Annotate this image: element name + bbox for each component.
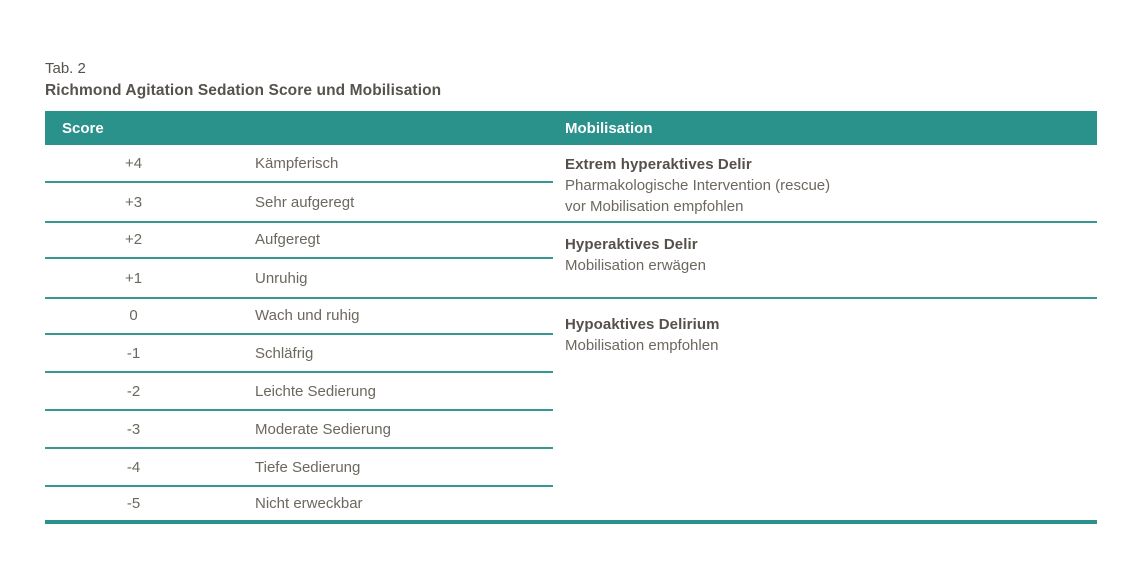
group-divider [45,221,1097,223]
mobilisation-group-heading: Hypoaktives Delirium [565,316,720,333]
score-description: Schläfrig [255,344,314,362]
table-row: -5 Nicht erweckbar [45,487,553,520]
score-cell: -3 [126,420,141,438]
table-row: -2 Leichte Sedierung [45,373,553,411]
table-number-label: Tab. 2 [45,60,86,77]
table-row: -4 Tiefe Sedierung [45,449,553,487]
mobilisation-column: Extrem hyperaktives Delir Pharmakologisc… [565,145,1097,520]
group-divider [45,297,1097,299]
score-description: Leichte Sedierung [255,382,376,400]
mobilisation-group-heading: Extrem hyperaktives Delir [565,156,752,173]
table-row: 0 Wach und ruhig [45,297,553,335]
score-cell: -5 [126,495,141,512]
score-column-header: Score [62,119,104,137]
score-description: Unruhig [255,269,308,287]
table-row: +1 Unruhig [45,259,553,297]
table-header-row: Score Mobilisation [45,111,1097,145]
score-description: Wach und ruhig [255,306,360,324]
score-cell: -1 [126,344,141,362]
mobilisation-group: Hypoaktives Delirium Mobilisation empfoh… [565,299,1097,356]
score-cell: -4 [126,458,141,476]
mobilisation-column-header: Mobilisation [565,119,653,137]
table-row: -1 Schläfrig [45,335,553,373]
score-description: Kämpferisch [255,154,339,172]
score-cell: +1 [124,269,143,287]
mobilisation-group-line: Pharmakologische Intervention (rescue) [565,177,831,194]
table-figure: Tab. 2 Richmond Agitation Sedation Score… [45,60,1097,524]
score-cell: -2 [126,382,141,400]
table-title: Richmond Agitation Sedation Score und Mo… [45,82,442,99]
mobilisation-group-line: vor Mobilisation empfohlen [565,198,744,215]
table-row: +2 Aufgeregt [45,221,553,259]
score-cell: 0 [129,306,138,324]
score-cell: +4 [124,154,143,172]
table-row: +3 Sehr aufgeregt [45,183,553,221]
mobilisation-group: Hyperaktives Delir Mobilisation erwägen [565,223,1097,276]
score-column: +4 Kämpferisch +3 Sehr aufgeregt +2 Aufg… [45,145,553,520]
score-cell: +2 [124,230,143,248]
score-description: Tiefe Sedierung [255,458,361,476]
table-row: -3 Moderate Sedierung [45,411,553,449]
mobilisation-group: Extrem hyperaktives Delir Pharmakologisc… [565,145,1097,217]
mobilisation-group-line: Mobilisation empfohlen [565,337,719,354]
table-row: +4 Kämpferisch [45,145,553,183]
score-description: Moderate Sedierung [255,420,391,438]
score-description: Aufgeregt [255,230,321,248]
mobilisation-group-line: Mobilisation erwägen [565,257,706,274]
table-body: +4 Kämpferisch +3 Sehr aufgeregt +2 Aufg… [45,145,1097,524]
score-description: Sehr aufgeregt [255,193,355,211]
score-cell: +3 [124,193,143,211]
score-description: Nicht erweckbar [255,495,363,512]
mobilisation-group-heading: Hyperaktives Delir [565,236,698,253]
